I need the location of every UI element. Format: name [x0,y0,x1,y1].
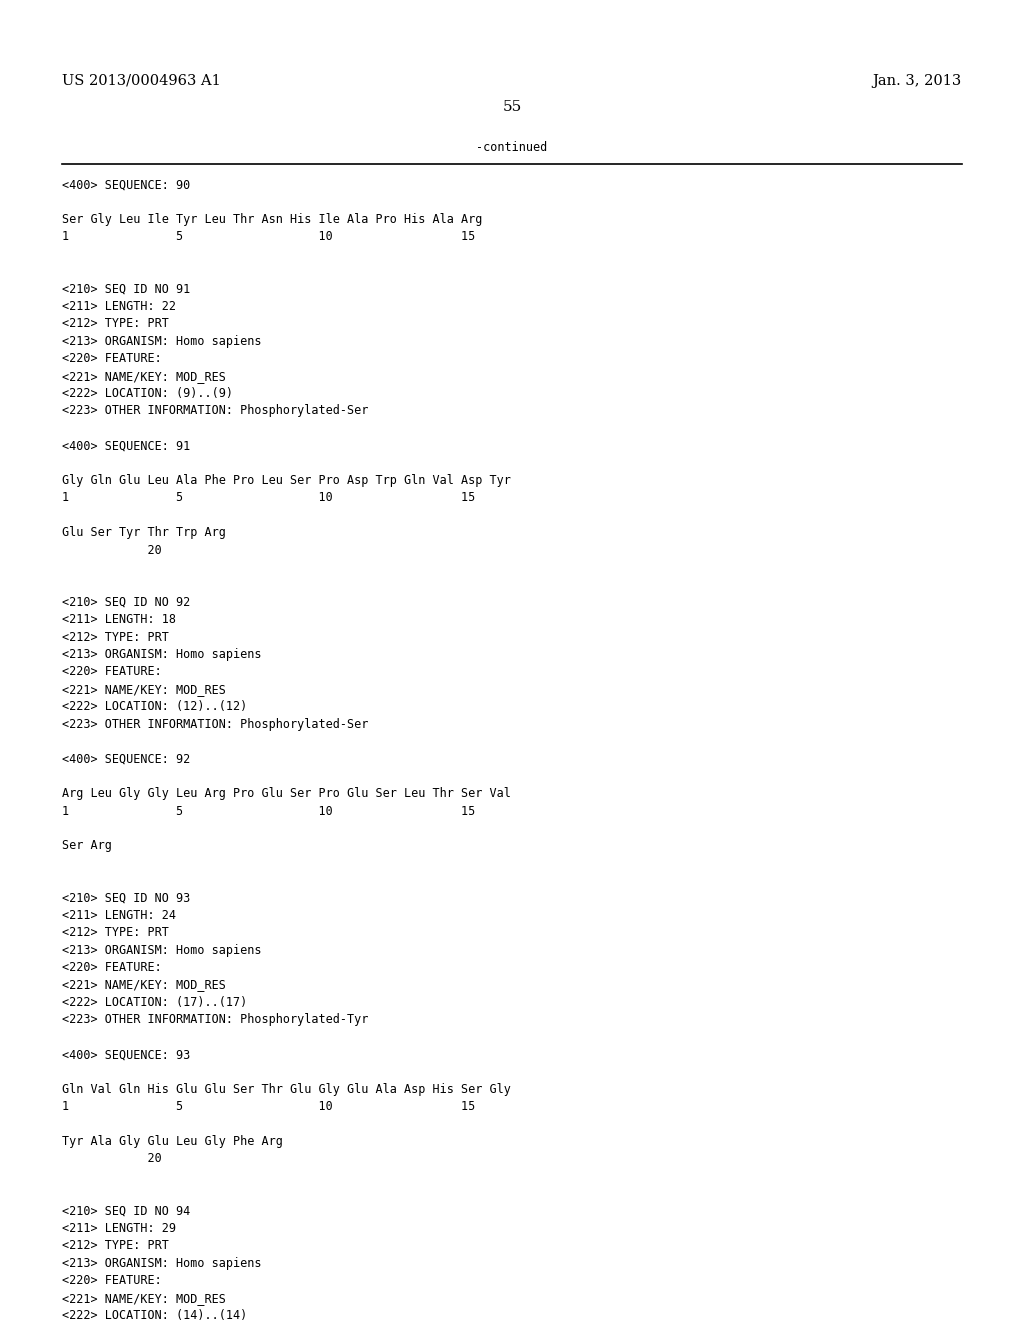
Text: <221> NAME/KEY: MOD_RES: <221> NAME/KEY: MOD_RES [62,682,226,696]
Text: <211> LENGTH: 24: <211> LENGTH: 24 [62,909,176,921]
Text: <220> FEATURE:: <220> FEATURE: [62,665,162,678]
Text: <223> OTHER INFORMATION: Phosphorylated-Tyr: <223> OTHER INFORMATION: Phosphorylated-… [62,1014,369,1026]
Text: <212> TYPE: PRT: <212> TYPE: PRT [62,927,169,940]
Text: <210> SEQ ID NO 93: <210> SEQ ID NO 93 [62,891,190,904]
Text: <210> SEQ ID NO 92: <210> SEQ ID NO 92 [62,595,190,609]
Text: Ser Arg: Ser Arg [62,840,113,853]
Text: Tyr Ala Gly Glu Leu Gly Phe Arg: Tyr Ala Gly Glu Leu Gly Phe Arg [62,1135,284,1148]
Text: Glu Ser Tyr Thr Trp Arg: Glu Ser Tyr Thr Trp Arg [62,527,226,539]
Text: <212> TYPE: PRT: <212> TYPE: PRT [62,631,169,644]
Text: <210> SEQ ID NO 94: <210> SEQ ID NO 94 [62,1205,190,1217]
Text: <211> LENGTH: 22: <211> LENGTH: 22 [62,300,176,313]
Text: <400> SEQUENCE: 92: <400> SEQUENCE: 92 [62,752,190,766]
Text: <212> TYPE: PRT: <212> TYPE: PRT [62,1239,169,1253]
Text: <220> FEATURE:: <220> FEATURE: [62,352,162,366]
Text: <213> ORGANISM: Homo sapiens: <213> ORGANISM: Homo sapiens [62,335,262,347]
Text: <222> LOCATION: (17)..(17): <222> LOCATION: (17)..(17) [62,995,248,1008]
Text: <222> LOCATION: (14)..(14): <222> LOCATION: (14)..(14) [62,1309,248,1320]
Text: Jan. 3, 2013: Jan. 3, 2013 [872,74,962,88]
Text: Ser Gly Leu Ile Tyr Leu Thr Asn His Ile Ala Pro His Ala Arg: Ser Gly Leu Ile Tyr Leu Thr Asn His Ile … [62,213,483,226]
Text: Gly Gln Glu Leu Ala Phe Pro Leu Ser Pro Asp Trp Gln Val Asp Tyr: Gly Gln Glu Leu Ala Phe Pro Leu Ser Pro … [62,474,511,487]
Text: <400> SEQUENCE: 90: <400> SEQUENCE: 90 [62,178,190,191]
Text: US 2013/0004963 A1: US 2013/0004963 A1 [62,74,221,88]
Text: 55: 55 [503,100,521,115]
Text: <212> TYPE: PRT: <212> TYPE: PRT [62,317,169,330]
Text: <221> NAME/KEY: MOD_RES: <221> NAME/KEY: MOD_RES [62,978,226,991]
Text: 1               5                   10                  15: 1 5 10 15 [62,804,476,817]
Text: <210> SEQ ID NO 91: <210> SEQ ID NO 91 [62,282,190,296]
Text: <220> FEATURE:: <220> FEATURE: [62,1274,162,1287]
Text: <221> NAME/KEY: MOD_RES: <221> NAME/KEY: MOD_RES [62,1292,226,1304]
Text: <400> SEQUENCE: 93: <400> SEQUENCE: 93 [62,1048,190,1061]
Text: <211> LENGTH: 29: <211> LENGTH: 29 [62,1222,176,1236]
Text: <221> NAME/KEY: MOD_RES: <221> NAME/KEY: MOD_RES [62,370,226,383]
Text: Arg Leu Gly Gly Leu Arg Pro Glu Ser Pro Glu Ser Leu Thr Ser Val: Arg Leu Gly Gly Leu Arg Pro Glu Ser Pro … [62,787,511,800]
Text: <220> FEATURE:: <220> FEATURE: [62,961,162,974]
Text: <211> LENGTH: 18: <211> LENGTH: 18 [62,612,176,626]
Text: 20: 20 [62,1152,162,1166]
Text: <222> LOCATION: (12)..(12): <222> LOCATION: (12)..(12) [62,700,248,713]
Text: <213> ORGANISM: Homo sapiens: <213> ORGANISM: Homo sapiens [62,648,262,661]
Text: 1               5                   10                  15: 1 5 10 15 [62,491,476,504]
Text: <213> ORGANISM: Homo sapiens: <213> ORGANISM: Homo sapiens [62,944,262,957]
Text: <213> ORGANISM: Homo sapiens: <213> ORGANISM: Homo sapiens [62,1257,262,1270]
Text: 1               5                   10                  15: 1 5 10 15 [62,231,476,243]
Text: <222> LOCATION: (9)..(9): <222> LOCATION: (9)..(9) [62,387,233,400]
Text: <400> SEQUENCE: 91: <400> SEQUENCE: 91 [62,440,190,453]
Text: 20: 20 [62,544,162,557]
Text: <223> OTHER INFORMATION: Phosphorylated-Ser: <223> OTHER INFORMATION: Phosphorylated-… [62,718,369,730]
Text: <223> OTHER INFORMATION: Phosphorylated-Ser: <223> OTHER INFORMATION: Phosphorylated-… [62,404,369,417]
Text: 1               5                   10                  15: 1 5 10 15 [62,1101,476,1113]
Text: Gln Val Gln His Glu Glu Ser Thr Glu Gly Glu Ala Asp His Ser Gly: Gln Val Gln His Glu Glu Ser Thr Glu Gly … [62,1082,511,1096]
Text: -continued: -continued [476,141,548,154]
